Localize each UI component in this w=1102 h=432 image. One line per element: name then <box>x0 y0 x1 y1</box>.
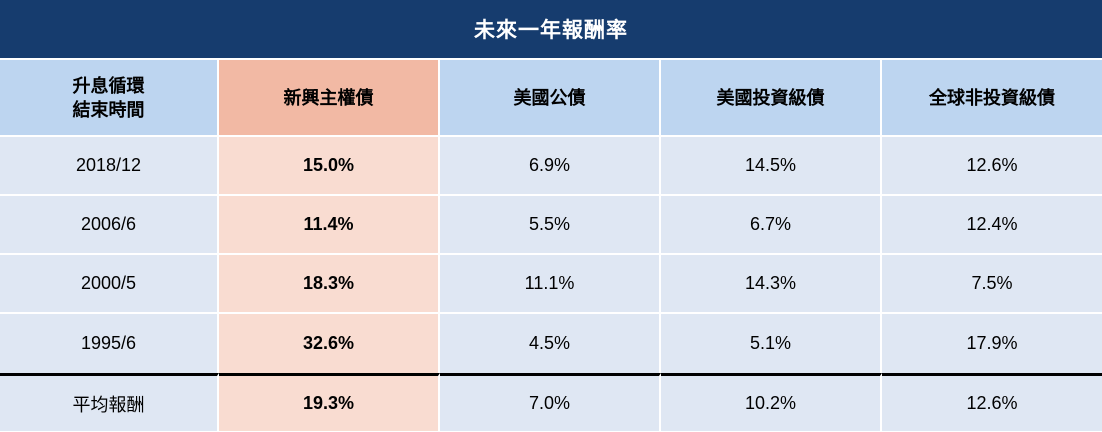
header-us-ig: 美國投資級債 <box>661 60 882 137</box>
cell-us-treasury: 11.1% <box>440 255 661 314</box>
header-em-sovereign: 新興主權債 <box>219 60 440 137</box>
cell-em-sovereign: 32.6% <box>219 314 440 373</box>
header-row: 升息循環 結束時間 新興主權債 美國公債 美國投資級債 全球非投資級債 <box>0 60 1102 137</box>
cell-em-sovereign: 18.3% <box>219 255 440 314</box>
cell-us-ig: 14.3% <box>661 255 882 314</box>
header-us-treasury: 美國公債 <box>440 60 661 137</box>
table-row: 1995/6 32.6% 4.5% 5.1% 17.9% <box>0 314 1102 373</box>
cell-global-hy: 17.9% <box>882 314 1102 373</box>
header-period-line1: 升息循環 <box>72 75 145 96</box>
cell-us-ig: 14.5% <box>661 137 882 196</box>
header-period-line2: 結束時間 <box>72 99 145 120</box>
cell-period: 2006/6 <box>0 196 219 255</box>
cell-global-hy: 12.6% <box>882 137 1102 196</box>
cell-period: 2000/5 <box>0 255 219 314</box>
cell-global-hy: 7.5% <box>882 255 1102 314</box>
header-period: 升息循環 結束時間 <box>0 60 219 137</box>
table-row: 2000/5 18.3% 11.1% 14.3% 7.5% <box>0 255 1102 314</box>
table-row: 2006/6 11.4% 5.5% 6.7% 12.4% <box>0 196 1102 255</box>
header-global-hy: 全球非投資級債 <box>882 60 1102 137</box>
average-row: 平均報酬 19.3% 7.0% 10.2% 12.6% <box>0 373 1102 431</box>
cell-us-ig: 6.7% <box>661 196 882 255</box>
returns-table: 升息循環 結束時間 新興主權債 美國公債 美國投資級債 全球非投資級債 2018… <box>0 60 1102 431</box>
table-title: 未來一年報酬率 <box>0 0 1102 58</box>
cell-us-treasury: 5.5% <box>440 196 661 255</box>
cell-average-em-sovereign: 19.3% <box>219 373 440 431</box>
cell-average-label: 平均報酬 <box>0 373 219 431</box>
cell-global-hy: 12.4% <box>882 196 1102 255</box>
cell-em-sovereign: 15.0% <box>219 137 440 196</box>
cell-average-us-treasury: 7.0% <box>440 373 661 431</box>
cell-average-global-hy: 12.6% <box>882 373 1102 431</box>
table-row: 2018/12 15.0% 6.9% 14.5% 12.6% <box>0 137 1102 196</box>
cell-us-ig: 5.1% <box>661 314 882 373</box>
cell-em-sovereign: 11.4% <box>219 196 440 255</box>
cell-us-treasury: 6.9% <box>440 137 661 196</box>
cell-period: 2018/12 <box>0 137 219 196</box>
cell-period: 1995/6 <box>0 314 219 373</box>
cell-average-us-ig: 10.2% <box>661 373 882 431</box>
cell-us-treasury: 4.5% <box>440 314 661 373</box>
